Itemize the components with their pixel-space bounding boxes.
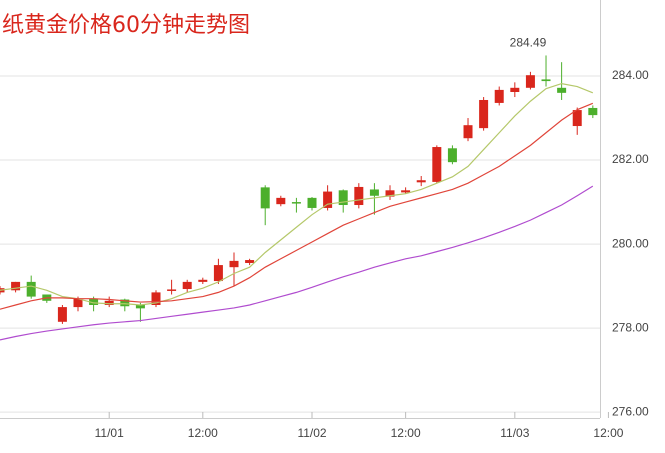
candle-body — [151, 292, 161, 305]
candle-body — [73, 298, 83, 308]
candle-body — [182, 281, 192, 290]
moving-average-line — [0, 185, 594, 341]
candle-body — [432, 147, 442, 182]
candle-body — [401, 190, 411, 193]
candle-body — [120, 299, 130, 307]
candle-body — [447, 148, 457, 163]
candle-body — [245, 260, 255, 263]
candle-body — [588, 107, 598, 116]
candle-body — [11, 281, 21, 291]
y-tick-label: 282.00 — [612, 152, 649, 166]
chart-title: 纸黄金价格60分钟走势图 — [2, 13, 250, 38]
x-tick-label: 12:00 — [188, 426, 218, 440]
x-tick-label: 11/03 — [500, 426, 529, 440]
candle-body — [260, 187, 270, 209]
x-tick-label: 11/01 — [95, 426, 124, 440]
moving-average-line — [0, 82, 594, 306]
candle-body — [572, 110, 582, 127]
candle-body — [198, 279, 208, 282]
candle-body — [494, 89, 504, 103]
candle-body — [541, 79, 551, 82]
candle-body — [525, 75, 535, 88]
candle-body — [510, 87, 520, 93]
high-label: 284.49 — [510, 36, 547, 50]
candle-body — [229, 260, 239, 268]
x-tick-label: 12:00 — [391, 426, 421, 440]
y-tick-label: 276.00 — [612, 404, 649, 418]
y-tick-label: 280.00 — [612, 236, 649, 250]
candle-body — [369, 189, 379, 196]
candle-body — [479, 99, 489, 129]
candle-body — [354, 186, 364, 206]
candle-body — [291, 202, 301, 204]
x-tick-label: 12:00 — [593, 426, 623, 440]
y-tick-label: 278.00 — [612, 320, 649, 334]
y-tick-label: 284.00 — [612, 68, 649, 82]
candle-body — [104, 300, 114, 305]
candle-body — [57, 307, 67, 322]
candle-body — [463, 125, 473, 139]
candle-body — [135, 304, 145, 309]
candle-body — [323, 191, 333, 208]
candle-body — [167, 289, 177, 291]
candle-body — [89, 298, 99, 305]
candle-body — [276, 197, 286, 205]
candle-body — [338, 190, 348, 206]
candle-body — [213, 265, 223, 282]
candle-body — [557, 87, 567, 93]
moving-average-line — [0, 102, 594, 310]
candle-body — [26, 281, 36, 297]
candle-body — [385, 190, 395, 197]
candle-body — [307, 197, 317, 208]
candle-body — [416, 180, 426, 183]
x-tick-label: 11/02 — [297, 426, 326, 440]
